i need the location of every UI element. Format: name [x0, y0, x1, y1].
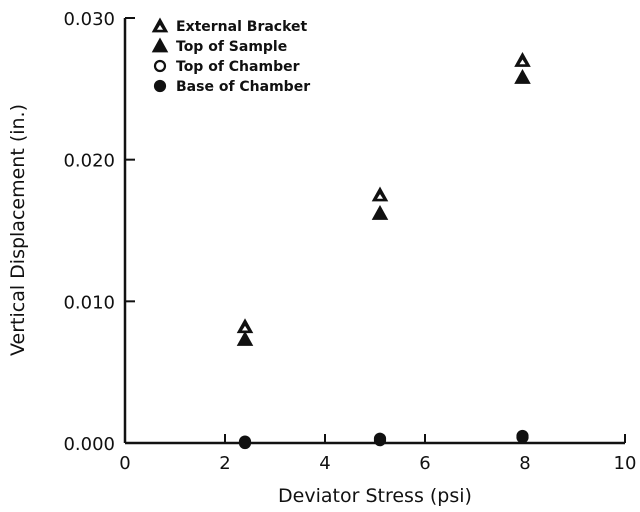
x-tick-label: 4 — [319, 453, 330, 474]
legend-marker — [153, 59, 167, 73]
data-point-series-1 — [236, 331, 254, 346]
data-point-series-3 — [238, 436, 252, 450]
data-point-series-3 — [373, 434, 387, 447]
data-point-series-0 — [236, 318, 254, 334]
data-point-series-0 — [371, 186, 389, 202]
legend-marker — [151, 17, 169, 33]
data-point-series-3 — [516, 431, 529, 444]
y-axis-title: Vertical Displacement (in.) — [7, 104, 29, 356]
data-point-series-1 — [514, 68, 531, 84]
y-tick-label: 0.020 — [63, 151, 115, 172]
x-axis-title: Deviator Stress (psi) — [278, 485, 472, 507]
y-tick-label: 0.000 — [63, 434, 115, 455]
x-tick-label: 8 — [519, 453, 530, 474]
x-tick-label: 6 — [419, 453, 430, 474]
y-tick-label: 0.030 — [63, 9, 115, 30]
x-tick-label: 10 — [614, 453, 637, 474]
legend-label: Top of Sample — [176, 39, 287, 55]
legend-marker — [151, 37, 169, 53]
x-tick-label: 0 — [119, 453, 130, 474]
legend-label: Top of Chamber — [176, 59, 300, 75]
y-tick-label: 0.010 — [63, 292, 115, 313]
data-points — [236, 51, 531, 450]
legend: External Bracket Top of Sample Top of Cham… — [151, 17, 310, 95]
x-tick-label: 2 — [219, 453, 230, 474]
legend-label: External Bracket — [176, 19, 308, 35]
legend-label: Base of Chamber — [176, 79, 310, 95]
tick-labels: 0 2 4 6 8 10 0.000 0.010 0.020 0.030 — [63, 9, 636, 474]
data-point-series-0 — [514, 51, 531, 67]
data-point-series-1 — [371, 204, 389, 220]
legend-marker — [153, 79, 167, 93]
